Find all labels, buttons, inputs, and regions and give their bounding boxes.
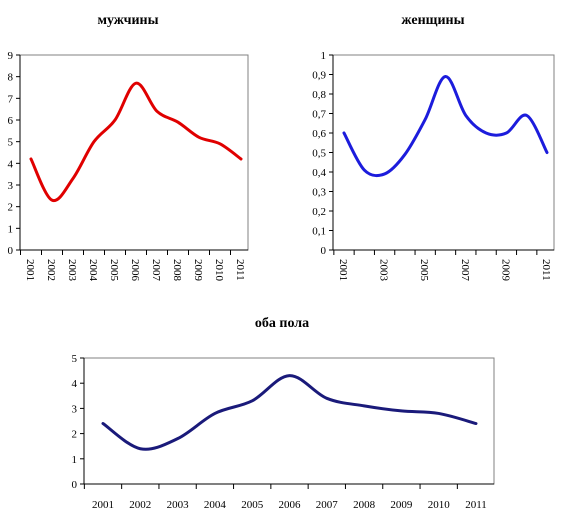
y-tick-label: 5 [8, 137, 14, 149]
x-tick-label: 2011 [234, 259, 246, 281]
y-tick-label: 0,5 [312, 148, 326, 160]
x-tick-label: 2001 [24, 259, 36, 281]
chart-women: женщины 0 0,1 0,2 0,3 0,4 0,5 0,6 0,7 0,8 0,9 1 200… [312, 13, 555, 282]
y-tick-label: 0 [8, 245, 14, 257]
y-tick-label: 7 [8, 93, 14, 105]
y-tick-label: 8 [8, 72, 14, 84]
x-tick-label: 2006 [129, 259, 141, 282]
x-tick-label: 2009 [192, 259, 204, 282]
plot-area [83, 357, 495, 485]
x-tick-label: 2002 [45, 259, 57, 281]
x-tick-label: 2009 [499, 259, 511, 282]
y-tick-label: 0 [72, 479, 78, 491]
chart-title: оба пола [255, 316, 309, 331]
x-tick-label: 2005 [418, 259, 430, 282]
series-marks [342, 74, 549, 178]
y-tick-label: 0,4 [312, 167, 326, 179]
x-tick-label: 2005 [241, 499, 264, 511]
x-tick-label: 2003 [378, 259, 390, 282]
y-tick-label: 9 [8, 50, 14, 62]
plot-area [19, 54, 249, 251]
y-tick-label: 4 [72, 378, 78, 390]
y-tick-label: 0,8 [312, 89, 326, 101]
y-tick-label: 0,6 [312, 128, 326, 140]
x-tick-label: 2001 [92, 499, 114, 511]
chart-both-sexes: оба пола 0 1 2 3 4 5 2001 2002 2003 2004 2005 2006 2… [72, 316, 495, 511]
chart-men: мужчины 0 1 2 3 4 5 6 7 8 9 2001 2002 2003 2004 2005 20… [8, 13, 249, 282]
x-tick-label: 2006 [279, 499, 302, 511]
tick-labels: 0 0,1 0,2 0,3 0,4 0,5 0,6 0,7 0,8 0,9 1 2001 2003 200… [312, 50, 554, 282]
x-tick-label: 2004 [204, 499, 227, 511]
x-tick-label: 2005 [108, 259, 120, 282]
x-tick-label: 2007 [150, 259, 162, 282]
y-tick-label: 5 [72, 353, 78, 365]
y-tick-label: 0,2 [312, 206, 326, 218]
chart-title: мужчины [97, 13, 158, 28]
series-marks [101, 374, 478, 451]
y-tick-label: 0,7 [312, 109, 326, 121]
tick-labels: 0 1 2 3 4 5 2001 2002 2003 2004 2005 2006 2007 2008 20… [72, 353, 494, 511]
y-tick-label: 4 [8, 158, 14, 170]
y-tick-label: 1 [321, 50, 327, 62]
x-tick-label: 2010 [213, 259, 225, 282]
x-tick-label: 2011 [540, 259, 552, 281]
y-tick-label: 0,3 [312, 187, 326, 199]
y-tick-label: 0,9 [312, 70, 326, 82]
y-tick-label: 1 [72, 454, 78, 466]
x-tick-label: 2010 [428, 499, 451, 511]
plot-area [332, 54, 555, 251]
x-tick-label: 2003 [66, 259, 78, 282]
x-tick-label: 2007 [459, 259, 471, 282]
y-tick-label: 1 [8, 223, 14, 235]
y-tick-label: 6 [8, 115, 14, 127]
y-tick-label: 0 [321, 245, 327, 257]
x-tick-label: 2003 [167, 499, 190, 511]
y-tick-label: 2 [72, 429, 78, 441]
y-tick-label: 2 [8, 202, 14, 214]
y-tick-label: 0,1 [312, 226, 326, 238]
x-tick-label: 2008 [353, 499, 376, 511]
x-tick-label: 2007 [316, 499, 339, 511]
x-tick-label: 2001 [337, 259, 349, 281]
series-marks [29, 81, 243, 203]
x-tick-label: 2002 [129, 499, 151, 511]
x-tick-label: 2008 [171, 259, 183, 282]
x-tick-label: 2004 [87, 259, 99, 282]
x-tick-label: 2011 [465, 499, 487, 511]
chart-title: женщины [401, 13, 464, 28]
y-tick-label: 3 [72, 403, 78, 415]
x-tick-label: 2009 [390, 499, 413, 511]
y-tick-label: 3 [8, 180, 14, 192]
tick-labels: 0 1 2 3 4 5 6 7 8 9 2001 2002 2003 2004 2005 2006 2007 20… [8, 50, 248, 282]
